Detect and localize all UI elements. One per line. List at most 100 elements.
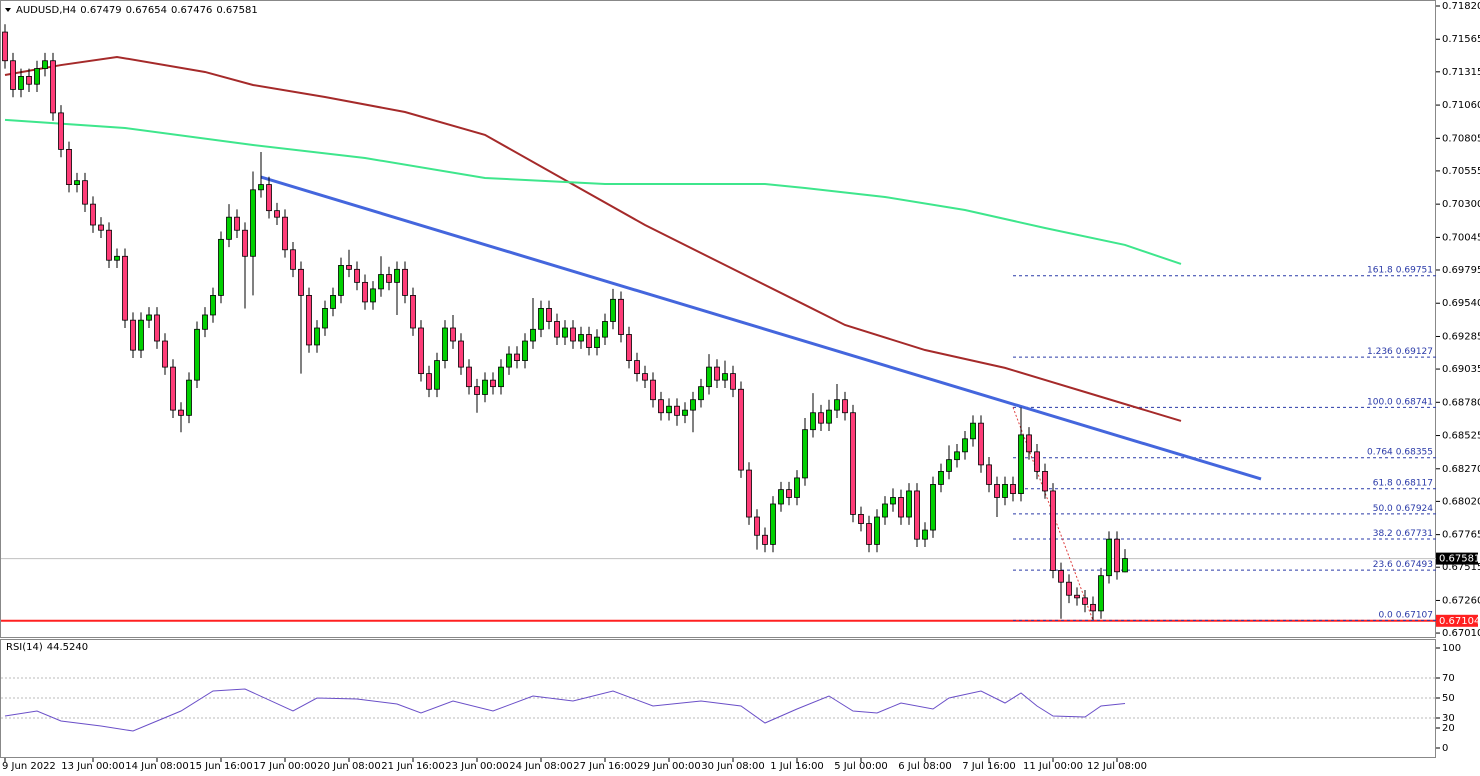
- candle-body: [834, 399, 840, 411]
- y-tick-label: 0.69540: [1442, 298, 1480, 309]
- candle-body: [682, 409, 688, 416]
- candle-body: [842, 399, 848, 414]
- candle-body: [570, 327, 576, 342]
- candle-body: [330, 295, 336, 309]
- fib-value: 0.68741: [1396, 397, 1433, 407]
- fib-label: 61.8 0.68117: [1373, 478, 1433, 488]
- candle-body: [1050, 490, 1056, 571]
- candle-body: [610, 298, 616, 322]
- candle-body: [554, 321, 560, 338]
- fib-label: 38.2 0.67731: [1373, 529, 1433, 539]
- fib-value: 0.68117: [1396, 478, 1433, 488]
- candle-body: [874, 516, 880, 545]
- rsi-current: 44.5240: [47, 642, 88, 653]
- candle-body: [194, 328, 200, 381]
- candle-body: [346, 265, 352, 270]
- candle-body: [186, 379, 192, 416]
- candle-body: [1042, 470, 1048, 492]
- menu-arrow: [5, 8, 11, 12]
- candle-body: [778, 489, 784, 505]
- fib-label: 23.6 0.67493: [1373, 560, 1433, 570]
- y-tick-label: 0.70555: [1442, 166, 1480, 177]
- candle-body: [642, 373, 648, 381]
- candle-body: [26, 75, 32, 85]
- x-tick-label: 23 Jun 00:00: [445, 761, 509, 772]
- candle-body: [90, 203, 96, 226]
- candle-body: [18, 75, 24, 90]
- candle-body: [706, 366, 712, 388]
- candle-body: [810, 412, 816, 431]
- rsi-panel-frame: [0, 639, 1436, 758]
- high: 0.67654: [126, 5, 167, 16]
- candle-body: [434, 360, 440, 390]
- fib-label: 50.0 0.67924: [1373, 503, 1434, 513]
- candle-body: [218, 238, 224, 296]
- x-tick-label: 15 Jun 16:00: [189, 761, 253, 772]
- candle-body: [266, 184, 272, 212]
- candle-body: [474, 386, 480, 395]
- x-tick-label: 11 Jul 00:00: [1023, 761, 1083, 772]
- y-tick-label: 0.68270: [1442, 464, 1480, 475]
- x-tick-label: 14 Jun 08:00: [125, 761, 189, 772]
- candle-body: [490, 379, 496, 388]
- candle-body: [962, 438, 968, 453]
- candle-body: [714, 366, 720, 381]
- y-tick-label: 0.68525: [1442, 431, 1480, 442]
- candle-body: [114, 255, 120, 261]
- candle-body: [994, 484, 1000, 498]
- candle-body: [338, 265, 344, 296]
- candle-body: [1034, 451, 1040, 472]
- candle-body: [50, 60, 56, 114]
- y-tick-label: 0.71565: [1442, 34, 1480, 45]
- candle-body: [362, 281, 368, 303]
- candle-body: [242, 229, 248, 257]
- candle-body: [538, 308, 544, 330]
- y-tick-label: 0.69285: [1442, 331, 1480, 342]
- rsi-header: RSI(14) 44.5240: [6, 642, 88, 653]
- candle-body: [2, 31, 8, 62]
- candle-body: [410, 295, 416, 329]
- fib-value: 0.67107: [1396, 610, 1433, 620]
- candle-body: [378, 274, 384, 290]
- candle-body: [402, 268, 408, 296]
- candle-body: [74, 180, 80, 185]
- candle-body: [162, 340, 168, 368]
- candle-body: [1026, 434, 1032, 453]
- candle-body: [898, 497, 904, 518]
- candle-body: [602, 321, 608, 338]
- x-tick-label: 5 Jul 00:00: [834, 761, 888, 772]
- rsi-title: RSI(14): [6, 642, 43, 653]
- candle-body: [730, 373, 736, 390]
- y-tick-label: 0.67010: [1442, 628, 1480, 639]
- candle-body: [98, 224, 104, 231]
- candle-body: [1074, 594, 1080, 599]
- candle-body: [202, 314, 208, 330]
- candle-body: [578, 334, 584, 342]
- fib-label: 1.236 0.69127: [1367, 347, 1433, 357]
- current-price-box: [1436, 552, 1478, 565]
- candle-body: [1010, 484, 1016, 494]
- x-tick-label: 7 Jul 16:00: [962, 761, 1016, 772]
- fib-name: 1.236: [1367, 347, 1393, 357]
- candle-body: [514, 353, 520, 361]
- rsi-tick-label: 100: [1442, 643, 1461, 654]
- candle-body: [82, 180, 88, 205]
- y-tick-label: 0.67765: [1442, 530, 1480, 541]
- fib-value: 0.69127: [1396, 347, 1433, 357]
- y-tick-label: 0.71315: [1442, 67, 1480, 78]
- candle-body: [322, 308, 328, 329]
- candle-body: [914, 490, 920, 540]
- candle-body: [738, 388, 744, 471]
- fib-label: 0.0 0.67107: [1378, 610, 1433, 620]
- y-tick-label: 0.70045: [1442, 232, 1480, 243]
- candle-body: [906, 490, 912, 518]
- rsi-tick-label: 70: [1442, 673, 1455, 684]
- candle-body: [698, 386, 704, 401]
- y-tick-label: 0.67260: [1442, 595, 1480, 606]
- candle-body: [282, 216, 288, 251]
- candle-body: [34, 68, 40, 85]
- candle-body: [666, 405, 672, 414]
- open: 0.67479: [80, 5, 121, 16]
- candle-body: [866, 523, 872, 545]
